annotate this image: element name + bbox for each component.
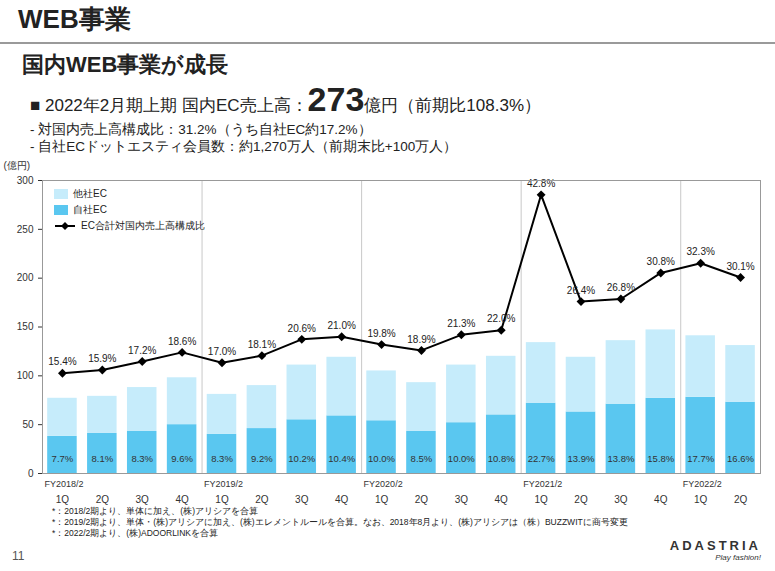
svg-text:FY2018/2: FY2018/2 — [44, 479, 83, 489]
svg-text:13.8%: 13.8% — [607, 453, 634, 464]
svg-text:2Q: 2Q — [96, 494, 110, 505]
html-text:*：2022/2期より、(株)ADOORLINKを合算: *：2022/2期より、(株)ADOORLINKを合算 — [52, 528, 218, 538]
svg-text:4Q: 4Q — [654, 494, 668, 505]
svg-text:FY2019/2: FY2019/2 — [204, 479, 243, 489]
svg-text:18.6%: 18.6% — [168, 336, 196, 347]
svg-text:8.3%: 8.3% — [211, 453, 233, 464]
svg-text:FY2021/2: FY2021/2 — [523, 479, 562, 489]
svg-text:8.1%: 8.1% — [92, 453, 114, 464]
svg-text:17.7%: 17.7% — [687, 453, 714, 464]
svg-text:17.2%: 17.2% — [128, 345, 156, 356]
svg-text:30.8%: 30.8% — [647, 256, 675, 267]
svg-text:10.2%: 10.2% — [288, 453, 315, 464]
svg-text:9.2%: 9.2% — [251, 453, 273, 464]
html-text:自社EC: 自社EC — [73, 204, 107, 215]
svg-text:15.4%: 15.4% — [48, 356, 76, 367]
svg-text:250: 250 — [17, 224, 34, 235]
svg-text:FY2022/2: FY2022/2 — [683, 479, 722, 489]
svg-text:13.9%: 13.9% — [568, 453, 595, 464]
svg-text:17.0%: 17.0% — [208, 346, 236, 357]
html-text:■ 2022年2月期上期 国内EC売上高：273億円（前期比: ■ 2022年2月期上期 国内EC売上高：273億円（前期比108.3%） — [30, 80, 541, 118]
svg-text:1Q: 1Q — [215, 494, 229, 505]
svg-text:21.3%: 21.3% — [447, 318, 475, 329]
svg-text:(億円): (億円) — [4, 160, 31, 171]
svg-text:15.9%: 15.9% — [88, 353, 116, 364]
html-text:ADASTRIA: ADASTRIA — [669, 538, 761, 553]
html-text:Play fashion!: Play fashion! — [715, 553, 761, 562]
svg-text:32.3%: 32.3% — [686, 246, 714, 257]
html-text:国内WEB事業が成長: 国内WEB事業が成長 — [22, 52, 229, 77]
svg-text:7.7%: 7.7% — [52, 453, 74, 464]
svg-text:8.3%: 8.3% — [131, 453, 153, 464]
svg-text:10.0%: 10.0% — [368, 453, 395, 464]
svg-text:3Q: 3Q — [136, 494, 150, 505]
svg-text:1Q: 1Q — [534, 494, 548, 505]
svg-text:2Q: 2Q — [574, 494, 588, 505]
svg-text:19.8%: 19.8% — [367, 328, 395, 339]
svg-text:150: 150 — [17, 321, 34, 332]
svg-text:1Q: 1Q — [375, 494, 389, 505]
svg-text:1Q: 1Q — [694, 494, 708, 505]
svg-text:3Q: 3Q — [455, 494, 469, 505]
html-text:EC合計対国内売上高構成比: EC合計対国内売上高構成比 — [81, 220, 205, 231]
html-text:- 対国内売上高構成比：31.2%（うち自社EC約17.2%: - 対国内売上高構成比：31.2%（うち自社EC約17.2%） — [30, 122, 372, 137]
svg-text:18.9%: 18.9% — [407, 334, 435, 345]
svg-text:1Q: 1Q — [56, 494, 70, 505]
svg-text:16.6%: 16.6% — [727, 453, 754, 464]
svg-text:42.8%: 42.8% — [527, 178, 555, 189]
svg-text:10.4%: 10.4% — [328, 453, 355, 464]
svg-text:22.7%: 22.7% — [528, 453, 555, 464]
svg-text:2Q: 2Q — [415, 494, 429, 505]
svg-text:26.4%: 26.4% — [567, 285, 595, 296]
svg-text:22.0%: 22.0% — [487, 313, 515, 324]
svg-text:8.5%: 8.5% — [411, 453, 433, 464]
html-text:他社EC: 他社EC — [73, 188, 107, 199]
svg-text:21.0%: 21.0% — [327, 320, 355, 331]
svg-text:2Q: 2Q — [255, 494, 269, 505]
svg-text:FY2020/2: FY2020/2 — [364, 479, 403, 489]
html-text:- 自社ECドットエスティ会員数：約1,270万人（前期末比: - 自社ECドットエスティ会員数：約1,270万人（前期末比+100万人） — [30, 139, 458, 154]
svg-text:0: 0 — [28, 468, 34, 479]
html-text:*：2019/2期より、単体・(株)アリシアに加え、(株)エ: *：2019/2期より、単体・(株)アリシアに加え、(株)エレメントルールを合算… — [52, 517, 628, 527]
html-text:WEB事業: WEB事業 — [18, 4, 131, 34]
svg-text:10.8%: 10.8% — [488, 453, 515, 464]
svg-text:15.8%: 15.8% — [647, 453, 674, 464]
svg-text:4Q: 4Q — [495, 494, 509, 505]
svg-text:20.6%: 20.6% — [288, 323, 316, 334]
html-text:*：2018/2期より、単体に加え、(株)アリシアを合算: *：2018/2期より、単体に加え、(株)アリシアを合算 — [52, 506, 258, 516]
svg-text:3Q: 3Q — [614, 494, 628, 505]
svg-text:26.8%: 26.8% — [607, 282, 635, 293]
html-text:11: 11 — [12, 549, 25, 563]
svg-text:30.1%: 30.1% — [726, 261, 754, 272]
svg-text:3Q: 3Q — [295, 494, 309, 505]
svg-text:4Q: 4Q — [335, 494, 349, 505]
svg-text:50: 50 — [22, 419, 34, 430]
svg-text:4Q: 4Q — [175, 494, 189, 505]
svg-text:2Q: 2Q — [734, 494, 748, 505]
svg-text:300: 300 — [17, 175, 34, 186]
svg-text:18.1%: 18.1% — [248, 339, 276, 350]
svg-text:10.0%: 10.0% — [448, 453, 475, 464]
svg-text:200: 200 — [17, 272, 34, 283]
svg-text:9.6%: 9.6% — [171, 453, 193, 464]
svg-text:100: 100 — [17, 370, 34, 381]
